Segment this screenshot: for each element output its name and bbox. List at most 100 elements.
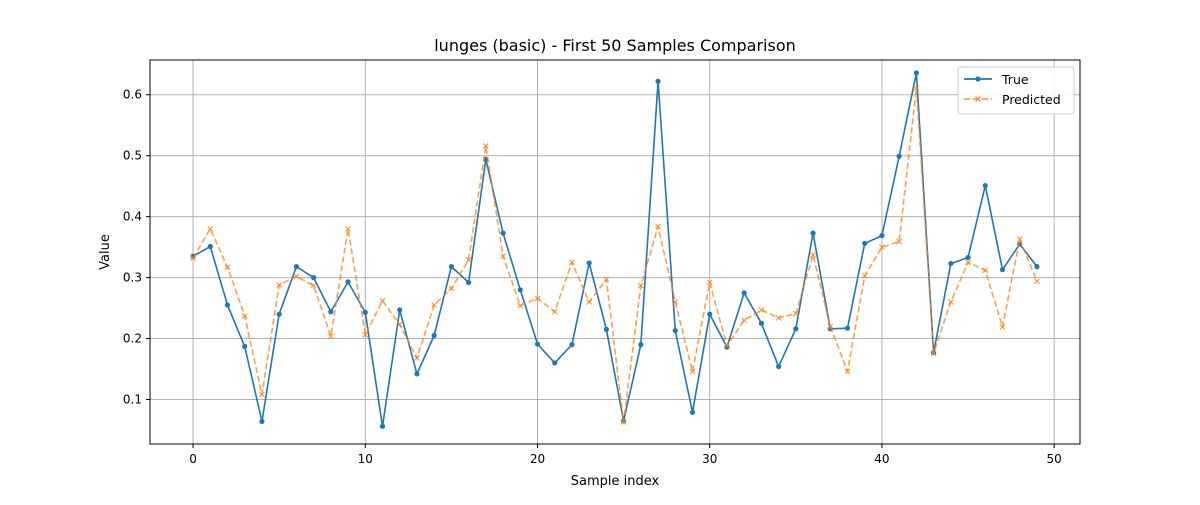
- predicted-point: [724, 342, 730, 349]
- x-tick-label: 20: [530, 452, 545, 466]
- x-axis-ticks: 0 10 20 30 40 50: [189, 444, 1062, 466]
- true-point: [431, 332, 437, 339]
- true-point: [362, 309, 368, 315]
- true-point: [896, 153, 902, 159]
- predicted-point: [362, 332, 369, 338]
- predicted-point: [775, 314, 782, 321]
- predicted-point: [879, 244, 885, 251]
- predicted-point: [586, 299, 593, 305]
- y-tick-label: 0.4: [123, 210, 142, 224]
- y-tick-label: 0.3: [123, 271, 142, 285]
- true-point: [741, 290, 747, 296]
- true-point: [207, 243, 213, 250]
- true-point: [242, 343, 248, 350]
- predicted-point: [689, 368, 696, 375]
- series-predicted: [190, 85, 1040, 425]
- true-point: [724, 344, 730, 350]
- true-point: [844, 325, 851, 331]
- true-point: [913, 70, 919, 76]
- predicted-point: [276, 282, 283, 288]
- y-tick-label: 0.1: [123, 393, 142, 407]
- predicted-point: [810, 252, 816, 258]
- predicted-point: [345, 225, 351, 232]
- true-point: [328, 309, 334, 315]
- predicted-point: [620, 419, 627, 425]
- predicted-point: [327, 333, 334, 340]
- predicted-point: [758, 307, 765, 313]
- true-point: [414, 371, 420, 377]
- true-point: [948, 260, 954, 267]
- true-point: [672, 328, 678, 334]
- true-point: [810, 230, 816, 236]
- x-tick-label: 30: [702, 452, 717, 466]
- predicted-point: [414, 355, 420, 361]
- true-point: [466, 279, 472, 286]
- predicted-point: [379, 297, 386, 304]
- predicted-point: [1034, 278, 1040, 285]
- true-point: [448, 264, 454, 270]
- y-axis-ticks: 0.1 0.2 0.3 0.4 0.5 0.6: [123, 88, 150, 407]
- predicted-point: [534, 295, 541, 302]
- true-point: [655, 78, 661, 84]
- predicted-point: [603, 276, 610, 283]
- true-point: [982, 182, 988, 189]
- predicted-point: [431, 302, 438, 308]
- predicted-point: [224, 264, 231, 271]
- grid: [150, 60, 1080, 444]
- legend-predicted-marker: [975, 96, 981, 102]
- y-axis-label: Value: [98, 234, 113, 270]
- predicted-point: [965, 259, 971, 266]
- x-axis-label: Sample index: [571, 474, 660, 489]
- true-point: [603, 326, 609, 333]
- chart-title: lunges (basic) - First 50 Samples Compar…: [434, 36, 796, 55]
- true-point: [689, 409, 696, 415]
- predicted-point: [930, 350, 937, 357]
- predicted-point: [259, 391, 265, 398]
- legend: True Predicted: [957, 66, 1075, 115]
- true-point: [862, 240, 868, 247]
- true-point: [259, 418, 265, 425]
- predicted-point: [310, 282, 317, 289]
- x-tick-label: 40: [874, 452, 889, 466]
- predicted-point: [396, 321, 403, 328]
- predicted-point: [551, 308, 558, 315]
- true-point: [707, 311, 713, 317]
- predicted-point: [517, 302, 524, 309]
- plot-frame: [149, 59, 1081, 445]
- predicted-point: [482, 143, 489, 149]
- x-tick-label: 0: [189, 452, 197, 466]
- true-point: [397, 307, 403, 313]
- predicted-point: [207, 225, 214, 232]
- predicted-line: [192, 87, 1038, 423]
- predicted-point: [569, 259, 575, 266]
- predicted-point: [844, 368, 851, 375]
- predicted-point: [999, 324, 1006, 330]
- true-point: [311, 275, 317, 281]
- legend-true-marker: [975, 76, 981, 82]
- predicted-point: [827, 323, 834, 330]
- true-point: [793, 326, 799, 332]
- true-point: [586, 260, 592, 266]
- predicted-point: [500, 253, 506, 260]
- y-tick-label: 0.5: [123, 149, 142, 163]
- true-point: [879, 232, 885, 239]
- predicted-point: [293, 273, 300, 280]
- predicted-point: [861, 272, 868, 279]
- predicted-point: [1016, 236, 1023, 243]
- true-point: [638, 342, 644, 348]
- true-point: [569, 342, 575, 348]
- true-point: [1034, 264, 1040, 270]
- y-tick-label: 0.2: [123, 332, 142, 346]
- true-point: [965, 254, 971, 261]
- predicted-point: [896, 238, 903, 245]
- true-point: [517, 287, 523, 293]
- legend-predicted-label: Predicted: [1002, 92, 1061, 107]
- predicted-point: [672, 299, 679, 305]
- true-point: [999, 267, 1006, 273]
- x-tick-label: 10: [358, 452, 373, 466]
- predicted-point: [947, 299, 954, 305]
- true-point: [758, 320, 764, 326]
- predicted-point: [741, 317, 748, 324]
